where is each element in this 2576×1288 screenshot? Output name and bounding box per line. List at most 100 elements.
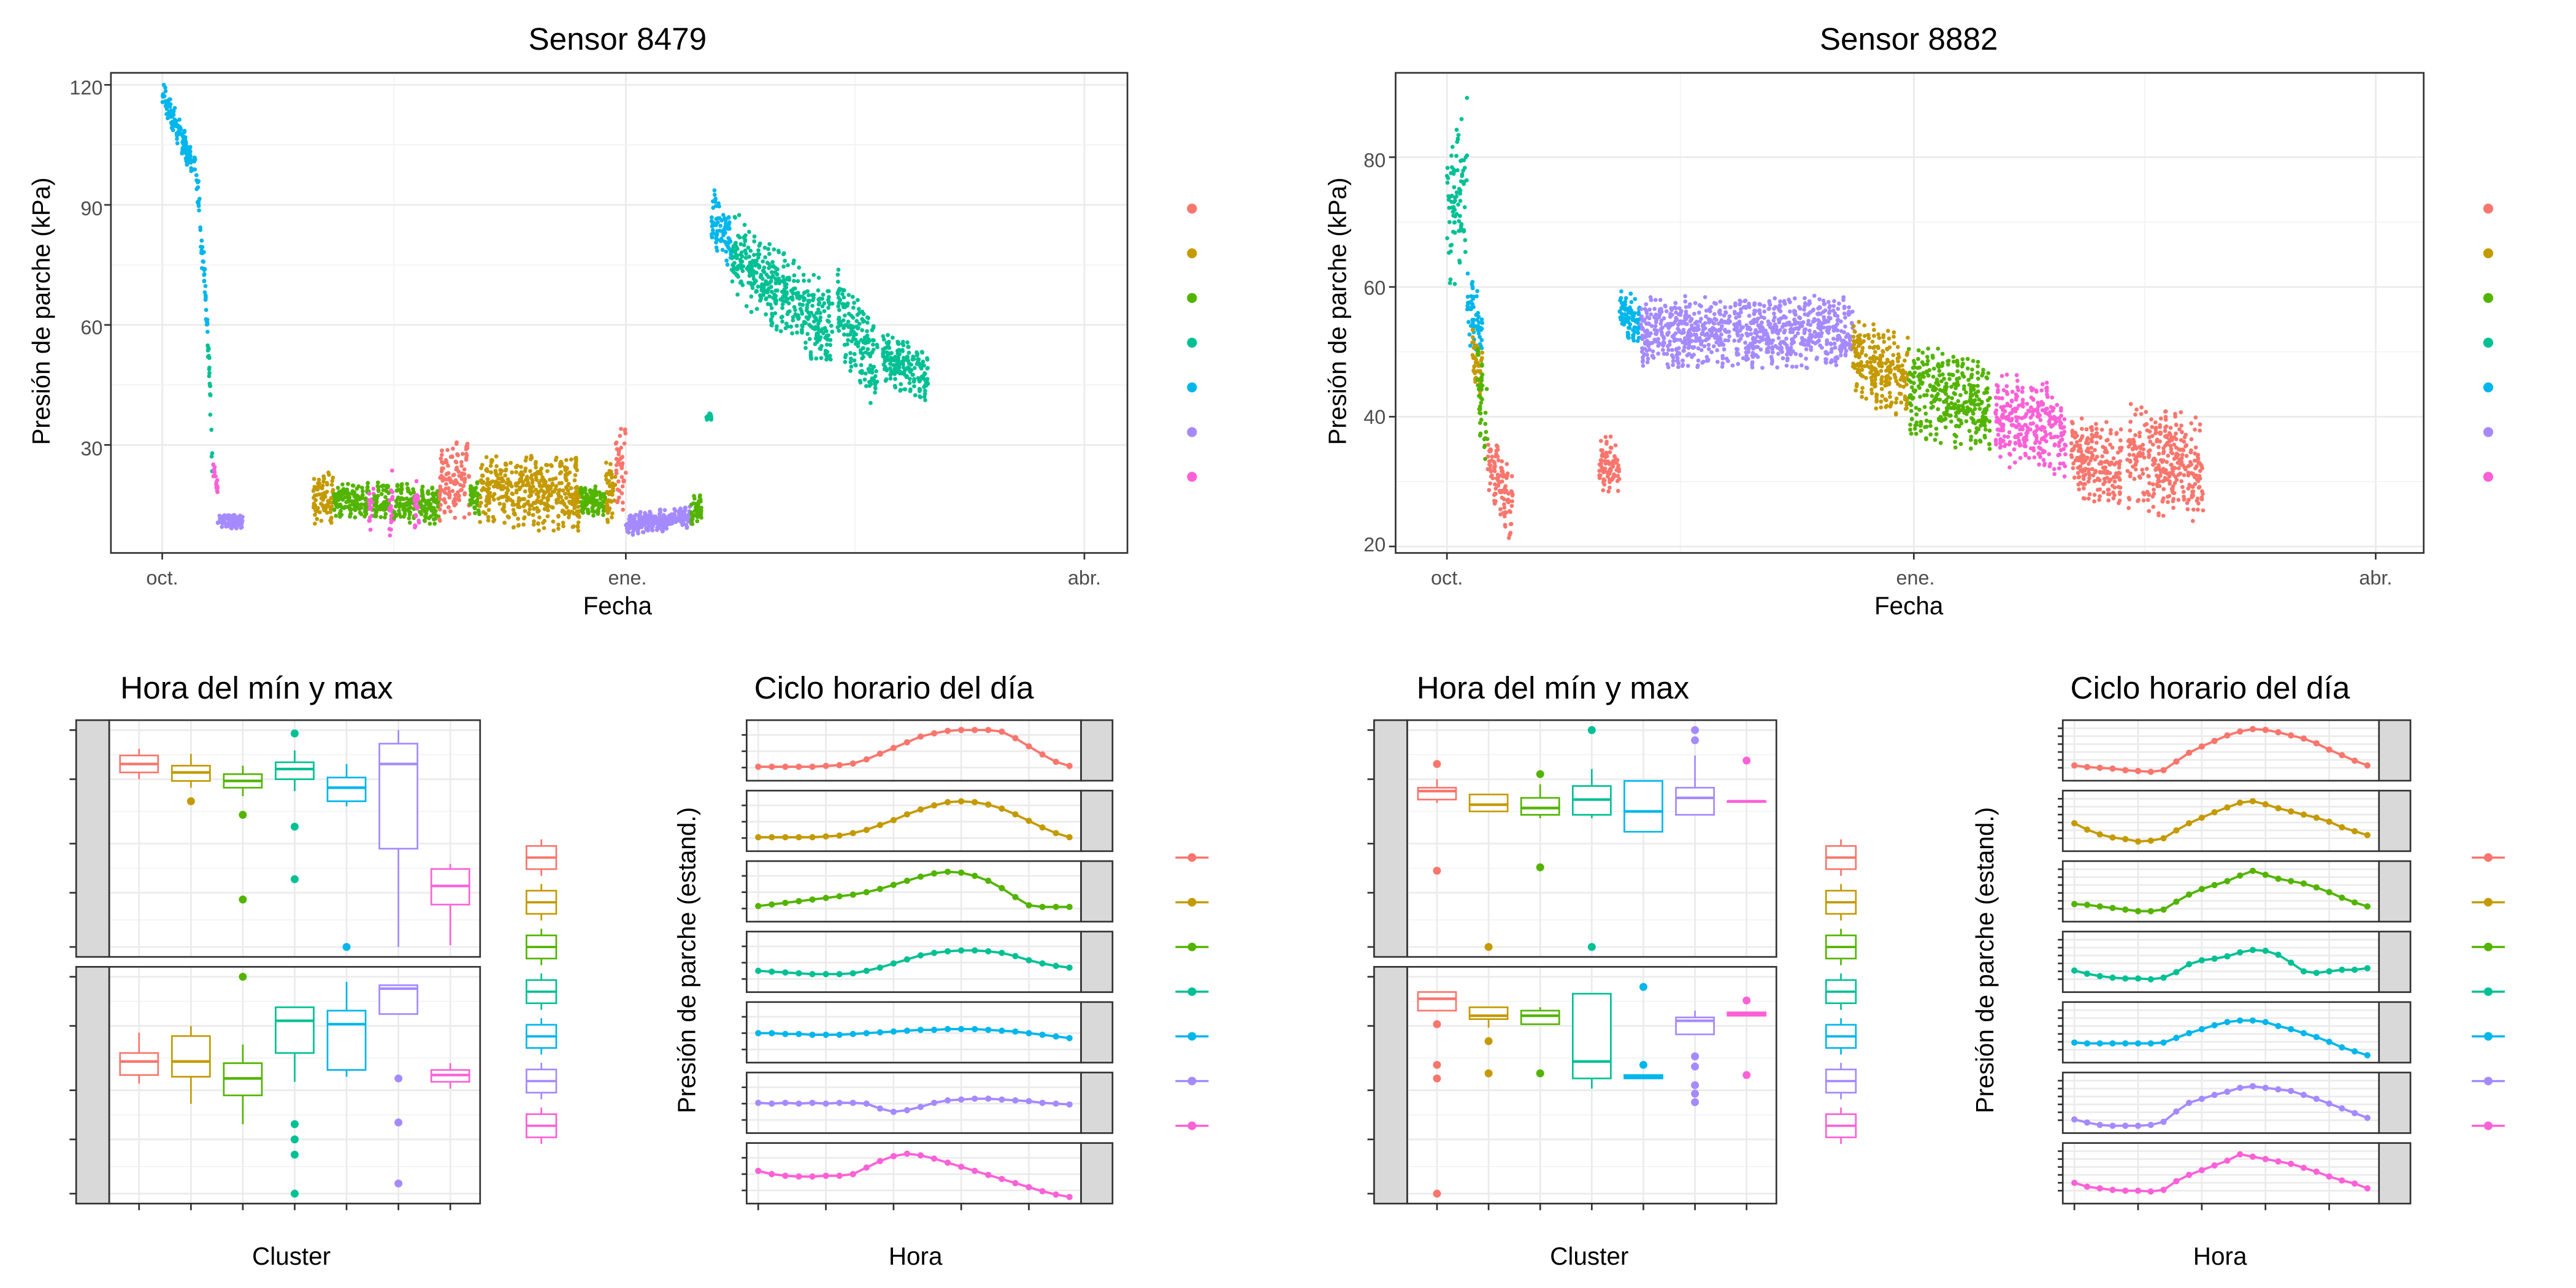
data-point	[1462, 158, 1466, 163]
data-point	[532, 519, 536, 524]
data-point	[1894, 378, 1899, 383]
data-point	[807, 293, 811, 297]
data-point	[1794, 364, 1799, 369]
data-point	[816, 302, 821, 307]
y-tick-label: 40	[1363, 406, 1386, 428]
data-point	[234, 520, 239, 525]
data-point	[792, 273, 797, 278]
data-point	[779, 315, 784, 320]
data-point	[1940, 351, 1945, 356]
data-point	[351, 483, 356, 488]
data-point	[1909, 403, 1914, 407]
data-point	[922, 388, 927, 393]
data-point	[441, 475, 446, 480]
data-point	[1743, 305, 1748, 309]
data-point	[573, 456, 578, 461]
data-point	[656, 526, 661, 530]
data-point	[1711, 344, 1716, 349]
data-point	[329, 504, 334, 509]
data-point	[837, 321, 841, 326]
data-point	[559, 463, 564, 467]
data-point	[586, 507, 590, 512]
data-point	[1953, 414, 1958, 419]
data-point	[914, 350, 919, 355]
data-point	[389, 488, 393, 493]
data-point	[207, 356, 212, 360]
data-point	[1654, 320, 1658, 324]
data-point	[1647, 340, 1652, 345]
data-point	[329, 483, 334, 487]
data-point	[1465, 271, 1470, 276]
data-point	[324, 510, 329, 515]
data-point	[1769, 358, 1774, 362]
data-point	[1972, 421, 1977, 426]
data-point	[1456, 202, 1460, 207]
data-point	[613, 441, 618, 446]
data-point	[202, 290, 207, 294]
data-point	[902, 372, 907, 377]
data-point	[576, 520, 581, 525]
data-point	[844, 323, 849, 328]
data-point	[220, 524, 224, 529]
data-point	[1884, 379, 1888, 384]
data-point	[531, 513, 535, 518]
data-point	[1816, 311, 1821, 316]
data-point	[1772, 311, 1776, 316]
data-point	[757, 252, 762, 257]
x-axis-label: Fecha	[1874, 591, 1944, 619]
data-point	[576, 528, 581, 533]
data-point	[166, 116, 170, 121]
data-point	[1884, 374, 1888, 379]
data-point	[477, 504, 482, 508]
data-point	[491, 515, 496, 519]
data-point	[836, 304, 841, 309]
data-point	[405, 481, 410, 486]
data-point	[696, 502, 700, 506]
data-point	[1976, 402, 1981, 407]
data-point	[1752, 318, 1757, 323]
data-point	[900, 339, 905, 344]
data-point	[711, 199, 715, 204]
data-point	[1972, 407, 1977, 412]
data-point	[508, 461, 513, 466]
data-point	[907, 350, 911, 355]
data-point	[615, 500, 619, 505]
data-point	[1970, 393, 1975, 397]
data-point	[752, 253, 756, 258]
data-point	[1942, 418, 1946, 422]
data-point	[1459, 222, 1464, 226]
data-point	[1668, 312, 1673, 316]
data-point	[1928, 424, 1933, 428]
data-point	[1480, 321, 1485, 325]
data-point	[1869, 387, 1874, 392]
data-point	[505, 477, 510, 481]
data-point	[1945, 359, 1950, 364]
data-point	[611, 489, 616, 493]
data-point	[1762, 309, 1767, 314]
data-point	[446, 463, 450, 468]
data-point	[450, 454, 454, 459]
data-point	[1838, 335, 1842, 340]
data-point	[802, 278, 807, 283]
data-point	[196, 180, 200, 185]
data-point	[1478, 432, 1482, 437]
data-point	[1747, 302, 1751, 306]
data-point	[795, 291, 800, 295]
data-point	[1828, 360, 1833, 364]
data-point	[873, 374, 878, 378]
data-point	[713, 204, 718, 209]
data-point	[383, 512, 388, 516]
data-point	[359, 502, 364, 507]
data-point	[195, 200, 200, 204]
data-point	[1981, 410, 1985, 415]
data-point	[1700, 339, 1704, 343]
data-point	[442, 509, 447, 514]
data-point	[1798, 353, 1803, 358]
data-point	[1484, 386, 1489, 391]
data-point	[817, 310, 821, 315]
data-point	[730, 279, 735, 284]
data-point	[1790, 341, 1795, 346]
data-point	[545, 469, 550, 473]
data-point	[1828, 341, 1833, 346]
